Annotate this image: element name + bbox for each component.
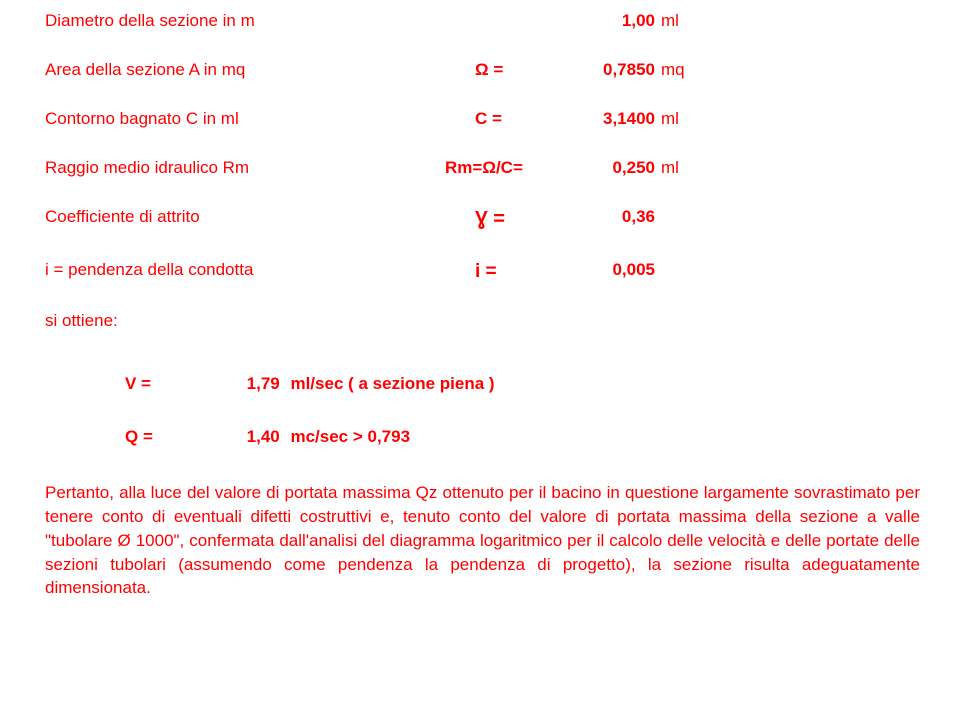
param-row: Area della sezione A in mq Ω = 0,7850 mq bbox=[45, 59, 920, 82]
row-label: Raggio medio idraulico Rm bbox=[45, 157, 445, 180]
result-value: 1,40 bbox=[220, 426, 280, 449]
row-symbol: Ω = bbox=[475, 59, 565, 82]
row-value: 0,36 bbox=[565, 206, 655, 233]
row-label: Coefficiente di attrito bbox=[45, 206, 475, 233]
result-symbol: Q = bbox=[125, 426, 215, 449]
result-symbol: V = bbox=[125, 373, 215, 396]
row-unit: ml bbox=[661, 157, 679, 180]
param-row: i = pendenza della condotta i = 0,005 bbox=[45, 259, 920, 285]
result-row: Q = 1,40 mc/sec > 0,793 bbox=[125, 426, 920, 449]
result-value: 1,79 bbox=[220, 373, 280, 396]
param-row: Coefficiente di attrito Ɣ = 0,36 bbox=[45, 206, 920, 233]
row-unit: mq bbox=[661, 59, 685, 82]
result-rest: mc/sec > 0,793 bbox=[290, 427, 410, 446]
row-symbol bbox=[475, 10, 565, 33]
row-label: i = pendenza della condotta bbox=[45, 259, 475, 285]
row-label: Contorno bagnato C in ml bbox=[45, 108, 475, 131]
result-row: V = 1,79 ml/sec ( a sezione piena ) bbox=[125, 373, 920, 396]
param-row: Contorno bagnato C in ml C = 3,1400 ml bbox=[45, 108, 920, 131]
row-symbol: Ɣ = bbox=[475, 206, 565, 233]
row-value: 0,7850 bbox=[565, 59, 655, 82]
row-label: Area della sezione A in mq bbox=[45, 59, 475, 82]
row-unit: ml bbox=[661, 108, 679, 131]
row-value: 1,00 bbox=[565, 10, 655, 33]
document-page: Diametro della sezione in m 1,00 ml Area… bbox=[0, 0, 960, 640]
row-value: 0,005 bbox=[565, 259, 655, 285]
row-symbol: Rm=Ω/C= bbox=[445, 157, 565, 180]
row-symbol: i = bbox=[475, 259, 565, 285]
si-ottiene-label: si ottiene: bbox=[45, 310, 920, 333]
row-label: Diametro della sezione in m bbox=[45, 10, 475, 33]
row-value: 0,250 bbox=[565, 157, 655, 180]
param-row: Diametro della sezione in m 1,00 ml bbox=[45, 10, 920, 33]
row-value: 3,1400 bbox=[565, 108, 655, 131]
row-symbol: C = bbox=[475, 108, 565, 131]
param-row: Raggio medio idraulico Rm Rm=Ω/C= 0,250 … bbox=[45, 157, 920, 180]
conclusion-paragraph: Pertanto, alla luce del valore di portat… bbox=[45, 481, 920, 600]
result-rest: ml/sec ( a sezione piena ) bbox=[290, 374, 494, 393]
row-unit: ml bbox=[661, 10, 679, 33]
